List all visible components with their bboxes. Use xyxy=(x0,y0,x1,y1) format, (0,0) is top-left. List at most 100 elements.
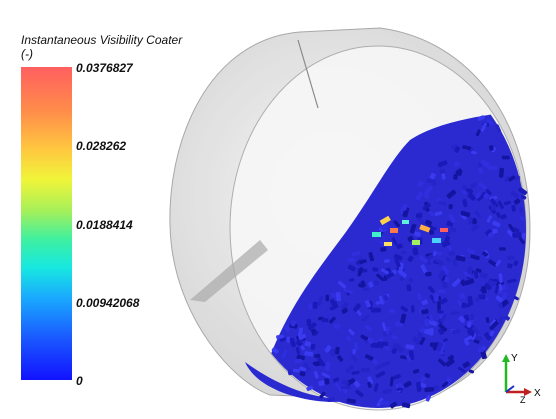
particle xyxy=(396,243,403,249)
particle xyxy=(475,336,483,341)
particle xyxy=(417,180,424,188)
particle xyxy=(310,343,316,350)
particle xyxy=(400,250,407,255)
particle xyxy=(485,229,493,236)
particle xyxy=(447,354,455,361)
particle xyxy=(500,214,507,220)
baffle-left xyxy=(190,240,268,302)
particle xyxy=(297,327,304,337)
particle xyxy=(520,194,527,200)
particle xyxy=(312,361,319,366)
particle xyxy=(416,381,422,392)
particle xyxy=(451,278,461,288)
particle xyxy=(457,366,466,373)
particle xyxy=(437,270,446,280)
particle xyxy=(501,284,507,291)
particle xyxy=(438,200,447,206)
particle xyxy=(424,318,430,327)
particle xyxy=(466,248,476,255)
particle xyxy=(378,295,384,305)
particle xyxy=(484,332,492,341)
particle xyxy=(324,345,332,353)
particle xyxy=(361,314,370,322)
particle xyxy=(480,350,487,360)
particle xyxy=(424,186,433,195)
particle xyxy=(474,192,482,199)
particle xyxy=(491,220,501,228)
particle xyxy=(433,293,439,302)
particle xyxy=(471,326,480,335)
particle xyxy=(400,313,407,324)
particle xyxy=(437,160,448,168)
particle xyxy=(308,303,313,310)
particle xyxy=(513,198,521,205)
particle xyxy=(440,313,448,323)
particle xyxy=(346,335,351,342)
particle xyxy=(348,328,355,336)
particle xyxy=(501,155,510,160)
particle xyxy=(380,400,391,406)
particle xyxy=(376,341,384,349)
particle xyxy=(478,182,487,190)
particle xyxy=(385,326,391,335)
particle xyxy=(276,334,284,339)
particle xyxy=(491,146,497,153)
particle xyxy=(444,236,451,243)
particle xyxy=(435,341,444,352)
particle xyxy=(375,370,386,379)
particle xyxy=(481,285,487,294)
legend-tick-min: 0 xyxy=(76,374,83,388)
particle xyxy=(419,337,426,346)
particle xyxy=(298,333,307,341)
particle xyxy=(489,321,499,331)
particle xyxy=(271,347,279,354)
particle xyxy=(488,259,497,267)
particle xyxy=(415,191,424,201)
particle xyxy=(490,204,497,211)
particle xyxy=(453,173,458,180)
particle xyxy=(331,300,338,306)
particle xyxy=(462,199,468,208)
particle xyxy=(403,380,412,388)
particle xyxy=(359,259,367,265)
particle xyxy=(346,398,356,404)
particle xyxy=(441,381,449,388)
particle xyxy=(321,318,329,323)
particle xyxy=(518,187,528,196)
particle xyxy=(486,215,493,223)
particle xyxy=(397,382,405,389)
legend-title: Instantaneous Visibility Coater (-) xyxy=(21,33,183,61)
particle xyxy=(367,381,372,388)
particle xyxy=(482,251,488,257)
particle xyxy=(437,310,444,314)
particle xyxy=(448,251,455,257)
particle xyxy=(419,255,429,264)
particle xyxy=(393,220,401,228)
particle xyxy=(345,364,355,374)
particle xyxy=(503,200,511,206)
particle xyxy=(380,246,387,252)
particle xyxy=(281,350,288,359)
particle xyxy=(508,175,516,182)
particle xyxy=(368,281,374,288)
particle xyxy=(367,376,374,385)
particle xyxy=(462,145,471,151)
particle xyxy=(504,315,510,321)
particle xyxy=(471,217,478,225)
particle xyxy=(406,284,412,292)
particle xyxy=(480,272,488,279)
particle xyxy=(341,379,350,386)
particle xyxy=(341,301,349,310)
particle xyxy=(519,216,525,221)
particle xyxy=(436,251,442,256)
particle xyxy=(374,383,379,392)
particle xyxy=(306,318,312,327)
particle xyxy=(296,354,305,361)
particle xyxy=(463,271,472,278)
particle xyxy=(464,314,470,321)
particle xyxy=(409,223,417,234)
particle xyxy=(299,371,306,377)
particle xyxy=(372,267,379,272)
